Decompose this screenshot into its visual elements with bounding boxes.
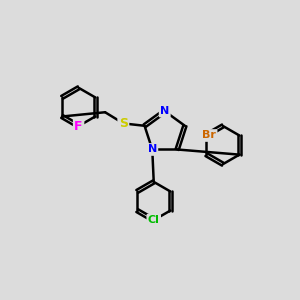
Text: S: S: [119, 117, 128, 130]
Text: Br: Br: [202, 130, 216, 140]
Text: F: F: [74, 120, 83, 133]
Text: N: N: [148, 145, 157, 154]
Text: Cl: Cl: [148, 215, 160, 225]
Text: N: N: [160, 106, 169, 116]
